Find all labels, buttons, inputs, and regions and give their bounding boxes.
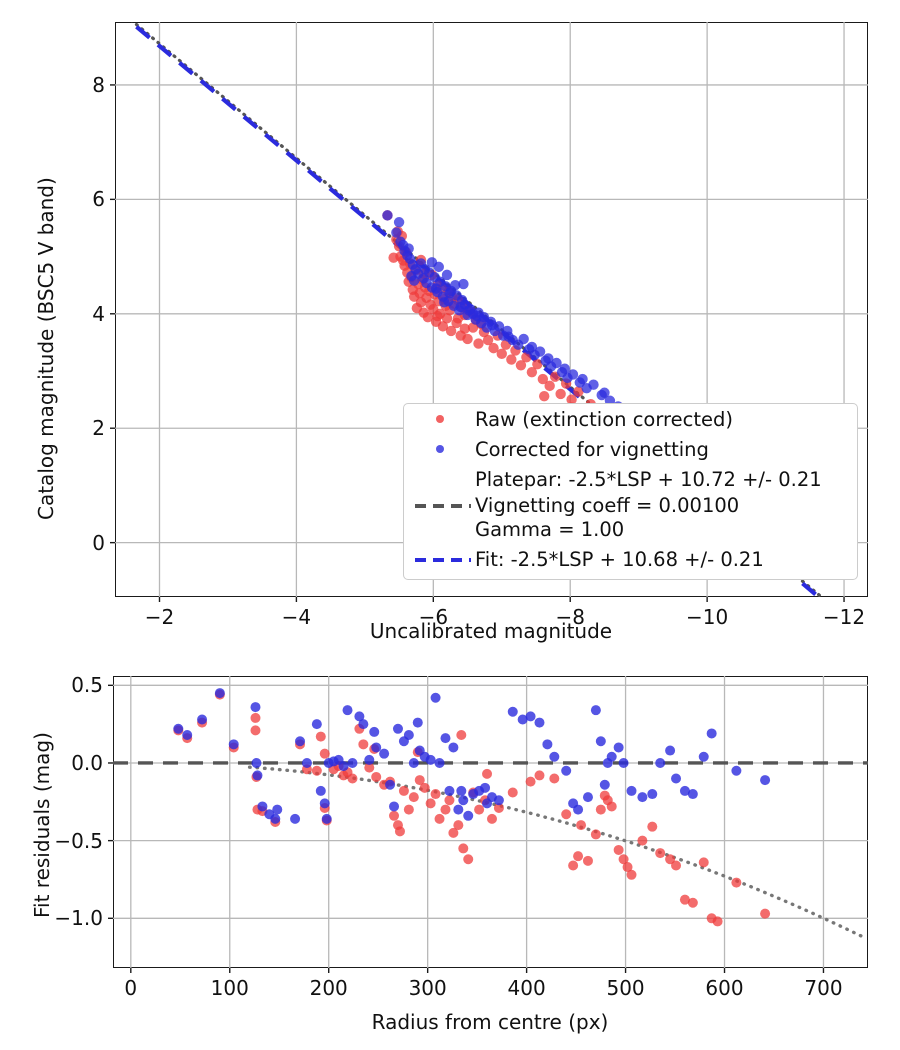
bottom-xtick-label: 700 (804, 976, 843, 1000)
top-ytick-label: 4 (92, 301, 105, 326)
bottom-plot-overlay (108, 676, 868, 973)
bottom-ytick-label: 0.5 (71, 673, 103, 698)
legend-marker-dashed (415, 504, 471, 508)
top-ytick-label: 6 (92, 187, 105, 212)
legend-marker-dot (436, 415, 444, 423)
panel-photometric-calibration: Catalog magnitude (BSC5 V band) Uncalibr… (34, 22, 868, 643)
bottom-xlabel: Radius from centre (px) (371, 1010, 609, 1034)
top-ytick-label: 8 (92, 72, 105, 97)
legend-label: Fit: -2.5*LSP + 10.68 +/- 0.21 (475, 548, 764, 571)
legend-label: Raw (extinction corrected) (475, 408, 733, 431)
top-ylabel: Catalog magnitude (BSC5 V band) (34, 177, 58, 520)
top-xtick-label: −10 (686, 605, 729, 629)
corrected-residual-points (173, 688, 771, 824)
legend-marker-dot (436, 445, 444, 453)
top-xlabel: Uncalibrated magnitude (369, 619, 613, 643)
bottom-xtick-label: 100 (210, 976, 249, 1000)
bottom-xtick-label: 500 (606, 976, 645, 1000)
bottom-ytick-label: −0.5 (54, 828, 103, 853)
bottom-xtick-label: 400 (507, 976, 546, 1000)
top-ytick-label: 0 (92, 530, 105, 555)
bottom-xtick-label: 0 (124, 976, 138, 1000)
vignetting-curve (247, 765, 865, 939)
legend-label: Corrected for vignetting (475, 438, 709, 461)
top-ytick-label: 2 (92, 416, 105, 441)
top-xtick-label: −4 (281, 605, 312, 629)
top-xtick-label: −6 (418, 605, 449, 629)
legend-label: Platepar: -2.5*LSP + 10.72 +/- 0.21 (475, 468, 822, 491)
bottom-xtick-label: 200 (309, 976, 348, 1000)
panel-fit-residuals: Fit residuals (mag) Radius from centre (… (0, 650, 900, 1050)
legend-label: Gamma = 1.00 (475, 518, 625, 541)
top-xtick-label: −2 (144, 605, 175, 629)
corrected-scatter-points (382, 210, 655, 435)
top-xtick-label: −8 (555, 605, 585, 629)
bottom-ytick-label: 0.0 (71, 750, 103, 775)
top-legend (403, 403, 858, 580)
bottom-xtick-label: 300 (408, 976, 447, 1000)
bottom-ytick-label: −1.0 (54, 906, 103, 931)
legend-marker-dashed (415, 558, 471, 562)
top-xtick-label: −12 (822, 605, 866, 629)
bottom-xtick-label: 600 (705, 976, 744, 1000)
legend-label: Vignetting coeff = 0.00100 (475, 494, 740, 517)
